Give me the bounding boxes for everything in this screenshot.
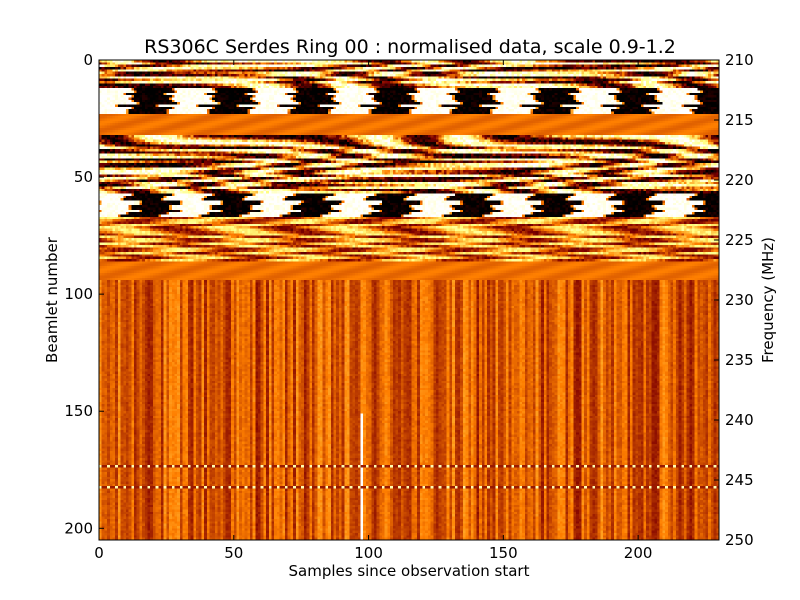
y2-tick-label: 250	[725, 531, 754, 549]
y-tick-label: 50	[74, 168, 93, 186]
x-axis-label: Samples since observation start	[289, 562, 530, 580]
x-tick-label: 0	[94, 544, 104, 562]
y2-tick-label: 225	[725, 231, 754, 249]
y2-tick-label: 210	[725, 51, 754, 69]
x-tick-label: 50	[224, 544, 243, 562]
y2-tick-label: 240	[725, 411, 754, 429]
y-tick-label: 200	[64, 519, 93, 537]
y-tick-label: 100	[64, 285, 93, 303]
y2-tick-label: 230	[725, 291, 754, 309]
y2-tick-label: 215	[725, 111, 754, 129]
x-tick-label: 100	[354, 544, 383, 562]
y-tick-label: 0	[83, 51, 93, 69]
chart-title: RS306C Serdes Ring 00 : normalised data,…	[144, 36, 676, 58]
y-tick-label: 150	[64, 402, 93, 420]
y2-axis-label: Frequency (MHz)	[759, 237, 777, 363]
heatmap-image	[99, 60, 719, 540]
heatmap-plot-area	[99, 60, 719, 540]
y2-tick-label: 220	[725, 171, 754, 189]
y-axis-label: Beamlet number	[43, 236, 61, 363]
x-tick-label: 200	[624, 544, 653, 562]
y2-tick-label: 235	[725, 351, 754, 369]
y2-tick-label: 245	[725, 471, 754, 489]
x-tick-label: 150	[489, 544, 518, 562]
